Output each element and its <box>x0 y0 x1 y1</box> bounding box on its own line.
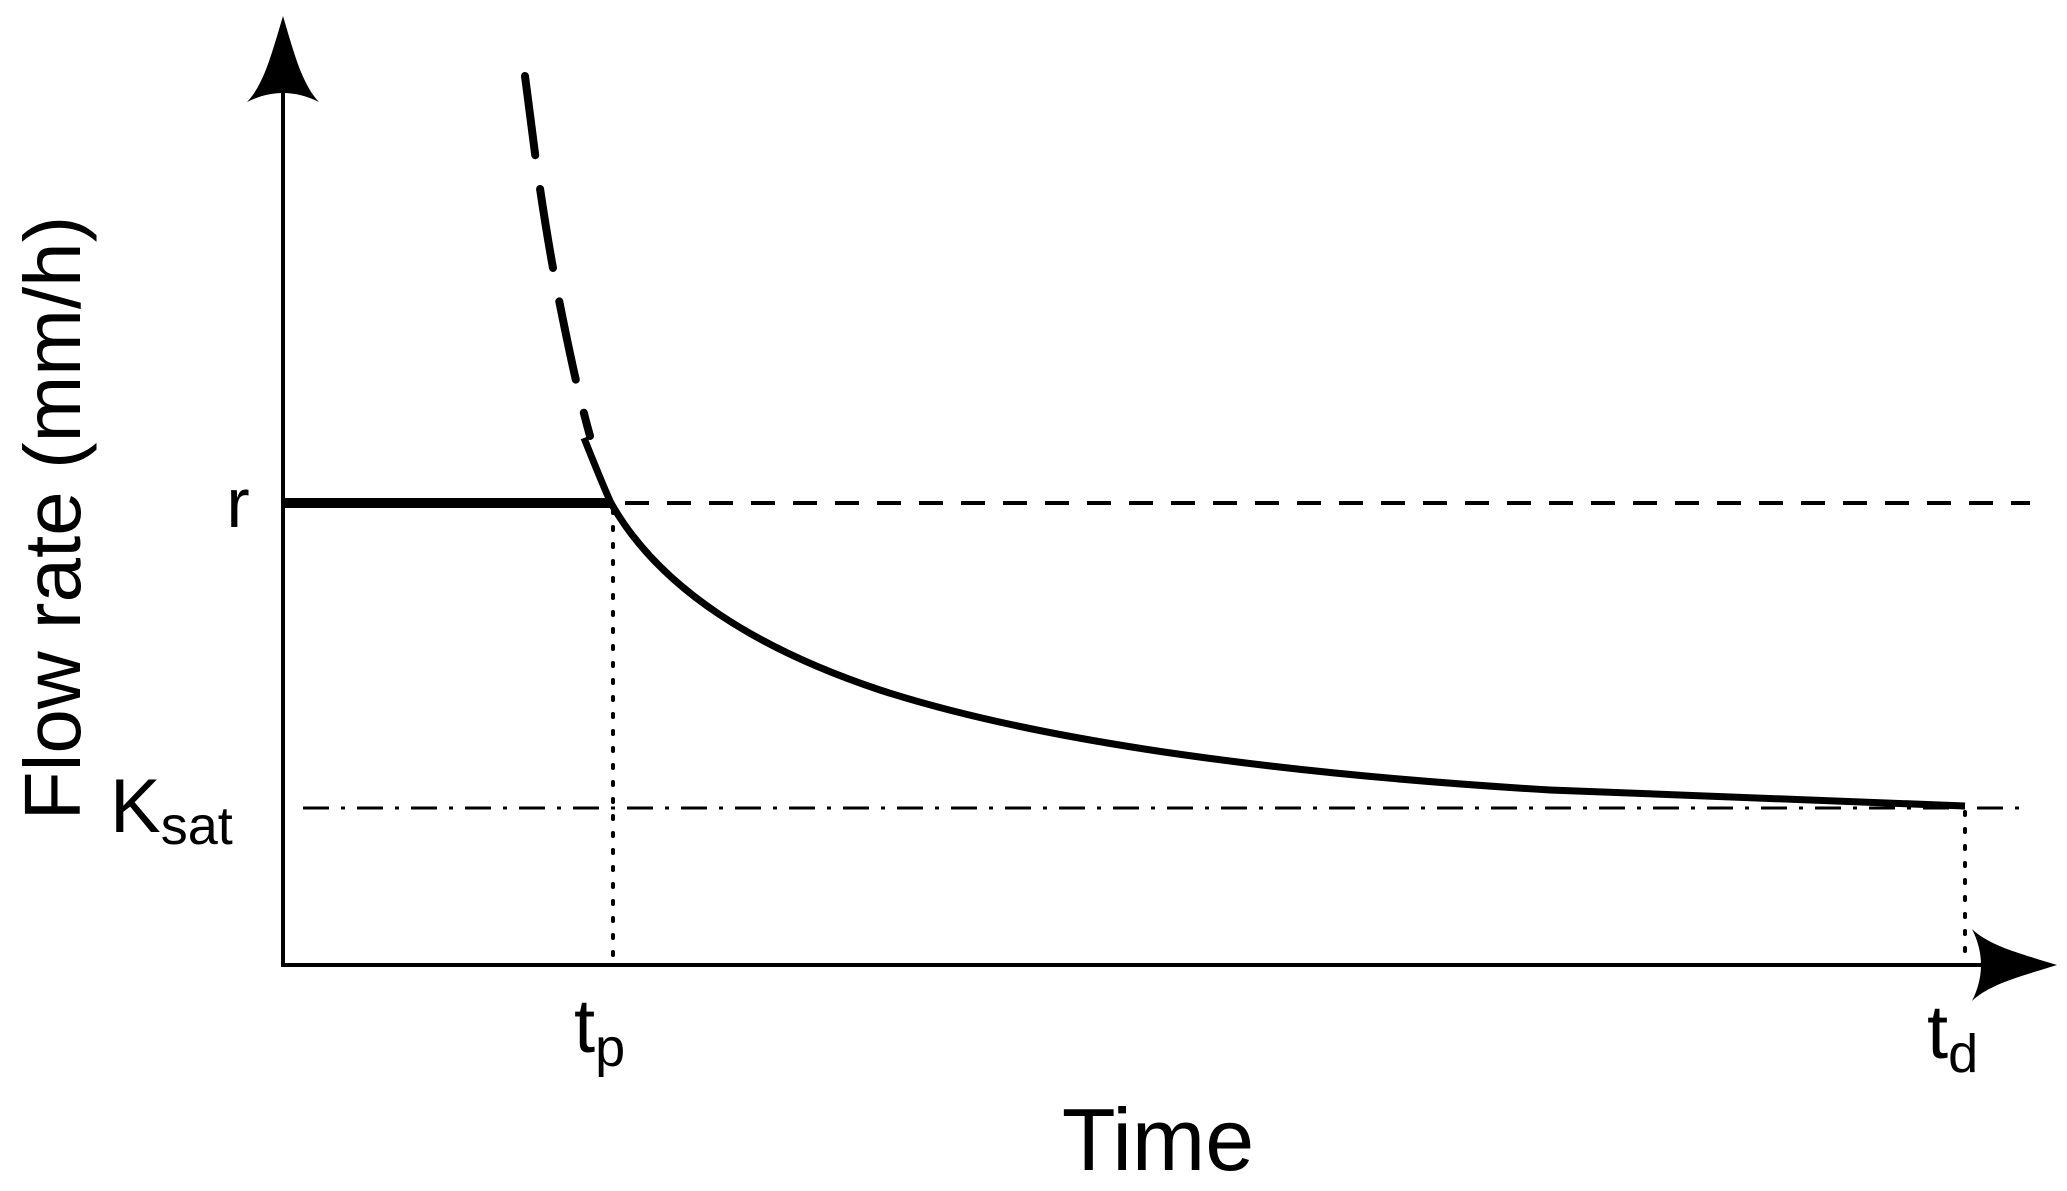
reference-lines <box>303 501 2030 964</box>
curves <box>285 72 1966 810</box>
rain-rate-symbol: r <box>226 464 249 542</box>
duration-time-subscript: d <box>1948 1024 1978 1084</box>
ksat-subscript: sat <box>161 796 233 856</box>
y-axis-arrowhead <box>247 16 319 102</box>
duration-time-marker-label: td <box>1927 990 1978 1084</box>
x-axis-title: Time <box>1062 1090 1254 1189</box>
y-axis-title: Flow rate (mm/h) <box>8 216 97 821</box>
rain-rate-marker-label: r <box>226 464 249 542</box>
duration-time-base-symbol: t <box>1927 990 1948 1075</box>
ksat-base-symbol: K <box>110 764 161 849</box>
infiltration-capacity-curve <box>580 436 1966 810</box>
infiltration-capacity-predicted-curve <box>521 72 594 440</box>
ksat-marker-label: Ksat <box>110 764 233 856</box>
axes <box>247 16 2057 1001</box>
ponding-time-marker-label: tp <box>574 984 625 1078</box>
ponding-time-base-symbol: t <box>574 984 595 1069</box>
ponding-time-subscript: p <box>595 1018 625 1078</box>
x-axis-arrowhead <box>1972 929 2057 1001</box>
